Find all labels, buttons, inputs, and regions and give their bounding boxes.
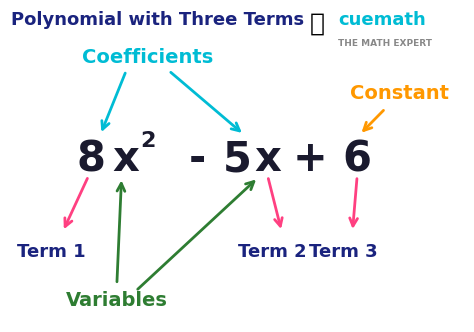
Text: Constant: Constant (350, 84, 449, 103)
Text: cuemath: cuemath (338, 11, 426, 29)
Text: Term 3: Term 3 (309, 243, 377, 261)
Text: 6: 6 (343, 138, 372, 180)
Text: Polynomial with Three Terms: Polynomial with Three Terms (11, 11, 304, 29)
Text: x: x (113, 138, 140, 180)
Text: Term 2: Term 2 (238, 243, 307, 261)
Text: x: x (254, 138, 281, 180)
Text: +: + (292, 138, 328, 180)
Text: 2: 2 (140, 131, 155, 151)
Text: Term 1: Term 1 (17, 243, 85, 261)
Text: Coefficients: Coefficients (82, 48, 213, 67)
Text: Variables: Variables (66, 291, 168, 310)
Text: THE MATH EXPERT: THE MATH EXPERT (338, 39, 432, 48)
Text: 8: 8 (76, 138, 105, 180)
Text: -: - (188, 138, 206, 180)
Text: 🚀: 🚀 (310, 11, 325, 35)
Text: 5: 5 (223, 138, 251, 180)
